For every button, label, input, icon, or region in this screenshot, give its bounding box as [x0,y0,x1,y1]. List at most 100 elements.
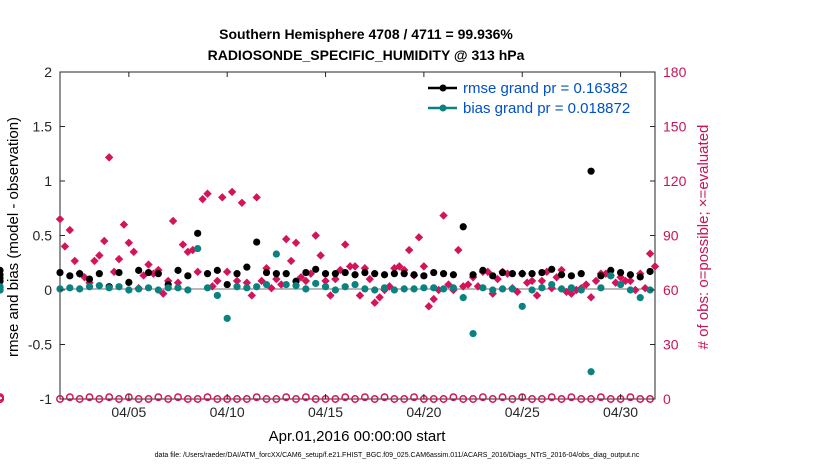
obs-possible-point [262,395,271,403]
rmse-point [0,274,4,282]
x-tick-label: 04/20 [406,404,441,420]
x-ticks: 04/05 04/10 04/15 04/20 04/25 04/30 [111,72,638,420]
rmse-point [567,272,576,280]
obs-evaluated-point [537,276,547,286]
bias-point [577,286,585,294]
obs-evaluated-point [227,187,237,197]
bias-point [154,286,162,294]
bias-point [292,282,300,290]
obs-evaluated-point [159,289,168,298]
bias-point [557,285,566,293]
obs-evaluated-point [222,267,232,277]
rmse-point [371,270,379,278]
x-tick-label: 04/10 [210,404,245,420]
bias-point [420,284,428,292]
bias-point [194,244,202,253]
obs-possible-point [547,393,556,402]
x-tick-label: 04/30 [603,404,638,420]
obs-possible-point [360,393,369,402]
bias-point [312,279,320,288]
rmse-point [125,278,133,286]
rmse-point [498,268,507,277]
obs-evaluated-point [281,234,291,244]
obs-evaluated-point [414,233,424,242]
rmse-point [66,272,74,280]
rmse-point [56,268,64,277]
y-ticks: -1 -0.5 0 0.5 1 1.5 2 [28,64,65,407]
obs-evaluated-point [70,256,79,266]
obs-possible-point [488,395,497,403]
obs-evaluated-point [60,242,70,251]
obs-possible-point [203,393,212,402]
bias-point [380,284,389,292]
bias-point [459,294,467,302]
bias-point [302,285,310,293]
obs-evaluated-point [370,298,379,307]
obs-possible-point [410,393,418,402]
obs-possible-point [115,395,123,403]
rmse-point [508,270,516,278]
legend-rmse-marker [439,84,447,92]
bias-point [341,283,349,291]
rmse-point [469,271,477,279]
rmse-point [223,280,231,289]
rmse-point [262,268,271,277]
obs-evaluated-point [527,276,537,286]
x-axis-label: Apr.01,2016 00:00:00 start [269,428,447,445]
y2-axis-label: # of obs: o=possible; ×=evaluated [695,125,712,350]
obs-possible-point [331,395,340,403]
obs-evaluated-point [95,251,104,260]
obs-evaluated-point [272,274,281,284]
obs-possible-point [370,395,379,403]
rmse-point [636,273,644,281]
chart-subtitle: RADIOSONDE_SPECIFIC_HUMIDITY @ 313 hPa [208,47,525,63]
rmse-point [194,229,202,237]
rmse-point [439,270,448,278]
rmse-point [597,272,605,280]
x-tick-label: 04/25 [505,404,540,420]
obs-evaluated-point [532,291,542,300]
obs-evaluated-point [424,302,434,311]
rmse-point [85,275,94,283]
obs-evaluated-point [326,291,335,300]
y-tick-label: 0 [44,282,52,298]
obs-evaluated-point [232,276,242,286]
x-tick-label: 04/15 [308,404,343,420]
y2-tick-label: 60 [663,282,679,298]
bias-point [164,284,172,292]
obs-possible-point [95,395,104,403]
obs-evaluated-point [321,276,330,286]
bias-point [282,280,290,289]
bias-point [174,284,182,292]
obs-possible-point [518,393,527,402]
y-tick-label: 2 [44,64,52,80]
bias-point [203,284,212,292]
rmse-point [420,272,428,280]
bias-point [0,286,4,294]
rmse-point [203,270,212,278]
rmse-point [557,271,566,279]
obs-possible-point [65,393,74,402]
obs-evaluated-point [213,276,222,286]
rmse-point [518,270,526,278]
y2-tick-label: 0 [663,391,671,407]
obs-evaluated-point [345,262,355,271]
obs-possible-point [478,393,487,402]
obs-possible-point [351,395,359,403]
obs-evaluated-point [316,251,325,260]
bias-point [76,285,84,293]
rmse-point [587,167,595,175]
obs-possible-point [626,393,635,402]
rmse-point [341,268,349,277]
obs-possible-point [596,393,605,402]
rmse-point [282,270,290,278]
rmse-point [577,270,585,278]
bias-point [331,286,339,294]
bias-point [213,291,221,300]
obs-possible-point [537,395,546,403]
data-file-footer: data file: /Users/raeder/DAI/ATM_forcXX/… [155,452,640,459]
y2-tick-label: 90 [663,228,679,244]
rmse-point [302,268,310,277]
obs-evaluated-point [650,262,660,271]
obs-possible-point [449,393,458,402]
